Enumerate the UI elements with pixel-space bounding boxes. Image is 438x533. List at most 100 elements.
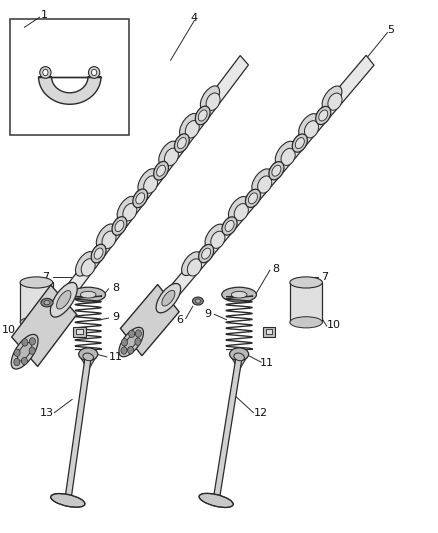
Ellipse shape: [222, 287, 257, 302]
Ellipse shape: [199, 494, 233, 507]
Polygon shape: [65, 356, 91, 501]
FancyBboxPatch shape: [10, 19, 129, 135]
Ellipse shape: [269, 161, 284, 180]
Ellipse shape: [44, 301, 50, 305]
Ellipse shape: [281, 148, 295, 166]
Circle shape: [21, 357, 28, 365]
Text: 9: 9: [204, 309, 211, 319]
Ellipse shape: [138, 169, 157, 193]
Text: 7: 7: [321, 272, 328, 282]
Ellipse shape: [272, 165, 281, 176]
Polygon shape: [120, 285, 179, 356]
Ellipse shape: [157, 165, 166, 176]
Circle shape: [121, 347, 127, 354]
Ellipse shape: [51, 494, 85, 507]
Ellipse shape: [174, 134, 189, 152]
Ellipse shape: [319, 110, 328, 121]
Ellipse shape: [292, 134, 307, 152]
Ellipse shape: [112, 217, 127, 235]
Ellipse shape: [185, 120, 199, 138]
Circle shape: [135, 338, 141, 345]
Polygon shape: [39, 77, 101, 104]
Ellipse shape: [198, 245, 214, 263]
FancyBboxPatch shape: [262, 327, 275, 337]
Ellipse shape: [81, 259, 95, 276]
Ellipse shape: [41, 298, 53, 307]
Ellipse shape: [195, 299, 201, 303]
Ellipse shape: [156, 284, 180, 313]
Ellipse shape: [182, 252, 201, 276]
Ellipse shape: [57, 290, 71, 309]
Ellipse shape: [159, 141, 178, 166]
Text: 12: 12: [254, 408, 268, 418]
Ellipse shape: [144, 176, 158, 193]
Ellipse shape: [205, 224, 225, 248]
Ellipse shape: [245, 189, 261, 207]
Text: 10: 10: [327, 320, 341, 330]
Ellipse shape: [187, 259, 201, 276]
Circle shape: [129, 330, 135, 337]
Circle shape: [22, 338, 28, 346]
Ellipse shape: [201, 248, 211, 259]
Polygon shape: [230, 354, 249, 370]
Ellipse shape: [136, 193, 145, 204]
Ellipse shape: [18, 343, 32, 361]
Text: 4: 4: [191, 13, 198, 23]
Ellipse shape: [248, 193, 258, 204]
FancyBboxPatch shape: [77, 329, 82, 334]
Ellipse shape: [177, 138, 186, 149]
Text: 13: 13: [40, 408, 54, 418]
Polygon shape: [171, 55, 374, 295]
Ellipse shape: [11, 334, 38, 369]
Text: 8: 8: [112, 283, 119, 293]
Text: 11: 11: [260, 358, 274, 368]
Ellipse shape: [88, 67, 100, 78]
Ellipse shape: [71, 287, 106, 302]
Ellipse shape: [304, 120, 318, 138]
Ellipse shape: [231, 292, 247, 298]
Text: 6: 6: [176, 314, 183, 325]
Circle shape: [92, 69, 97, 76]
Text: 8: 8: [272, 264, 279, 274]
Ellipse shape: [125, 334, 138, 350]
Polygon shape: [67, 55, 248, 295]
Ellipse shape: [117, 196, 136, 221]
Ellipse shape: [211, 231, 225, 248]
Ellipse shape: [230, 348, 249, 361]
Polygon shape: [213, 356, 242, 501]
Ellipse shape: [252, 169, 272, 192]
Ellipse shape: [40, 67, 51, 78]
Circle shape: [14, 358, 20, 366]
Text: 6: 6: [27, 296, 34, 306]
Ellipse shape: [206, 93, 220, 110]
Circle shape: [43, 69, 48, 76]
Ellipse shape: [154, 161, 169, 180]
Ellipse shape: [75, 252, 95, 276]
Ellipse shape: [91, 244, 106, 263]
Ellipse shape: [165, 148, 178, 166]
Circle shape: [135, 330, 141, 337]
Text: 7: 7: [42, 272, 49, 282]
Ellipse shape: [50, 282, 77, 317]
FancyBboxPatch shape: [74, 327, 85, 337]
Ellipse shape: [200, 86, 219, 110]
Circle shape: [127, 346, 134, 354]
Text: 5: 5: [387, 25, 394, 35]
Ellipse shape: [222, 217, 237, 235]
Ellipse shape: [96, 224, 116, 248]
Ellipse shape: [195, 106, 210, 125]
Circle shape: [29, 338, 35, 345]
Ellipse shape: [83, 353, 93, 361]
Ellipse shape: [79, 348, 98, 361]
Text: 11: 11: [109, 352, 123, 362]
Ellipse shape: [328, 93, 342, 110]
Ellipse shape: [290, 277, 322, 288]
Text: 9: 9: [112, 312, 119, 322]
Polygon shape: [79, 354, 98, 370]
Ellipse shape: [115, 220, 124, 231]
FancyBboxPatch shape: [290, 282, 322, 322]
Ellipse shape: [290, 317, 322, 328]
Ellipse shape: [20, 317, 53, 328]
Ellipse shape: [162, 290, 175, 306]
Text: 1: 1: [41, 10, 48, 20]
